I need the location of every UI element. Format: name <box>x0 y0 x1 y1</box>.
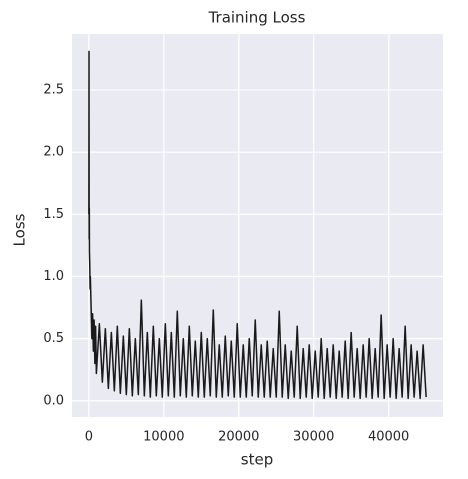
y-tick-label: 1.5 <box>43 207 64 222</box>
y-tick-label: 0.5 <box>43 331 64 346</box>
y-tick-label: 2.0 <box>43 145 64 160</box>
x-tick-label: 30000 <box>293 430 334 445</box>
x-tick-label: 40000 <box>368 430 409 445</box>
y-tick-label: 0.0 <box>43 393 64 408</box>
chart-title: Training Loss <box>208 9 306 27</box>
y-tick-label: 2.5 <box>43 82 64 97</box>
y-axis-label: Loss <box>11 213 29 246</box>
x-axis-label: step <box>241 451 273 469</box>
x-tick-label: 0 <box>85 430 93 445</box>
marks <box>88 50 427 400</box>
y-tick-label: 1.0 <box>43 269 64 284</box>
grid <box>72 34 443 417</box>
x-tick-label: 20000 <box>218 430 259 445</box>
loss-line <box>88 50 427 400</box>
x-tick-label: 10000 <box>143 430 184 445</box>
